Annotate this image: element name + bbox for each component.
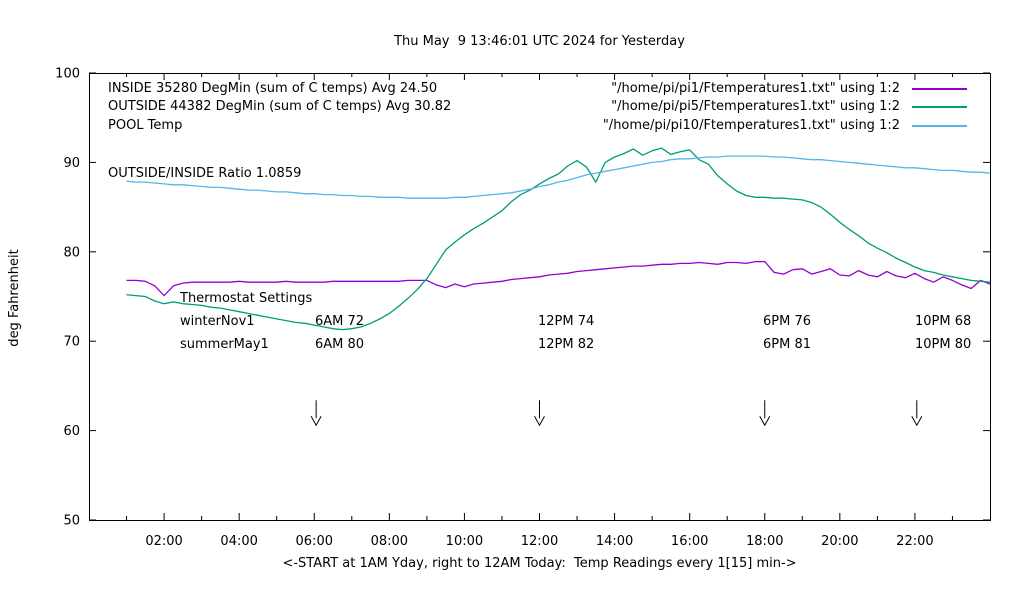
y-tick-label: 90 bbox=[63, 156, 80, 171]
thermostat-summer-name: summerMay1 bbox=[180, 337, 269, 352]
arrow-head-icon bbox=[911, 415, 923, 427]
arrow-head-icon bbox=[310, 415, 322, 427]
legend-swatch-outside-icon bbox=[912, 106, 967, 108]
thermostat-winter-6am: 6AM 72 bbox=[315, 314, 365, 329]
y-tick-label: 60 bbox=[63, 424, 80, 439]
legend-swatch-pool-icon bbox=[912, 125, 967, 127]
thermostat-winter-12pm: 12PM 74 bbox=[538, 314, 595, 329]
x-tick-label: 02:00 bbox=[145, 534, 182, 549]
x-tick-label: 04:00 bbox=[220, 534, 257, 549]
thermostat-winter-6pm: 6PM 76 bbox=[763, 314, 812, 329]
x-axis-label: <-START at 1AM Yday, right to 12AM Today… bbox=[282, 556, 797, 571]
thermostat-summer-6pm: 6PM 81 bbox=[763, 337, 812, 352]
y-axis-label: deg Fahrenheit bbox=[7, 249, 22, 347]
thermostat-heading: Thermostat Settings bbox=[180, 291, 313, 306]
legend-label-pool: POOL Temp bbox=[108, 118, 183, 133]
y-tick-label: 80 bbox=[63, 245, 80, 260]
legend-file-inside: "/home/pi/pi1/Ftemperatures1.txt" using … bbox=[611, 81, 900, 96]
x-tick-label: 22:00 bbox=[896, 534, 933, 549]
thermostat-winter-name: winterNov1 bbox=[180, 314, 255, 329]
legend-file-pool: "/home/pi/pi10/Ftemperatures1.txt" using… bbox=[602, 118, 900, 133]
x-tick-label: 12:00 bbox=[521, 534, 558, 549]
ratio-annotation: OUTSIDE/INSIDE Ratio 1.0859 bbox=[108, 166, 302, 181]
series-line-outside bbox=[126, 147, 991, 331]
legend-label-outside: OUTSIDE 44382 DegMin (sum of C temps) Av… bbox=[108, 99, 452, 114]
legend-swatch-inside-icon bbox=[912, 88, 967, 90]
x-tick-label: 10:00 bbox=[446, 534, 483, 549]
thermostat-summer-12pm: 12PM 82 bbox=[538, 337, 595, 352]
thermostat-winter-10pm: 10PM 68 bbox=[915, 314, 972, 329]
thermostat-summer-10pm: 10PM 80 bbox=[915, 337, 972, 352]
x-tick-label: 08:00 bbox=[371, 534, 408, 549]
chart-title: Thu May 9 13:46:01 UTC 2024 for Yesterda… bbox=[394, 34, 685, 49]
x-tick-label: 18:00 bbox=[746, 534, 783, 549]
x-tick-label: 06:00 bbox=[296, 534, 333, 549]
y-tick-label: 100 bbox=[55, 67, 80, 82]
x-tick-label: 20:00 bbox=[821, 534, 858, 549]
thermostat-summer-6am: 6AM 80 bbox=[315, 337, 365, 352]
legend-label-inside: INSIDE 35280 DegMin (sum of C temps) Avg… bbox=[108, 81, 438, 96]
y-tick-label: 50 bbox=[63, 514, 80, 529]
series-line-inside bbox=[126, 260, 991, 297]
y-tick-label: 70 bbox=[63, 335, 80, 350]
arrow-head-icon bbox=[759, 415, 771, 427]
x-tick-label: 16:00 bbox=[671, 534, 708, 549]
legend-file-outside: "/home/pi/pi5/Ftemperatures1.txt" using … bbox=[611, 99, 900, 114]
x-tick-label: 14:00 bbox=[596, 534, 633, 549]
series-line-pool bbox=[126, 155, 991, 199]
arrow-head-icon bbox=[534, 415, 545, 427]
